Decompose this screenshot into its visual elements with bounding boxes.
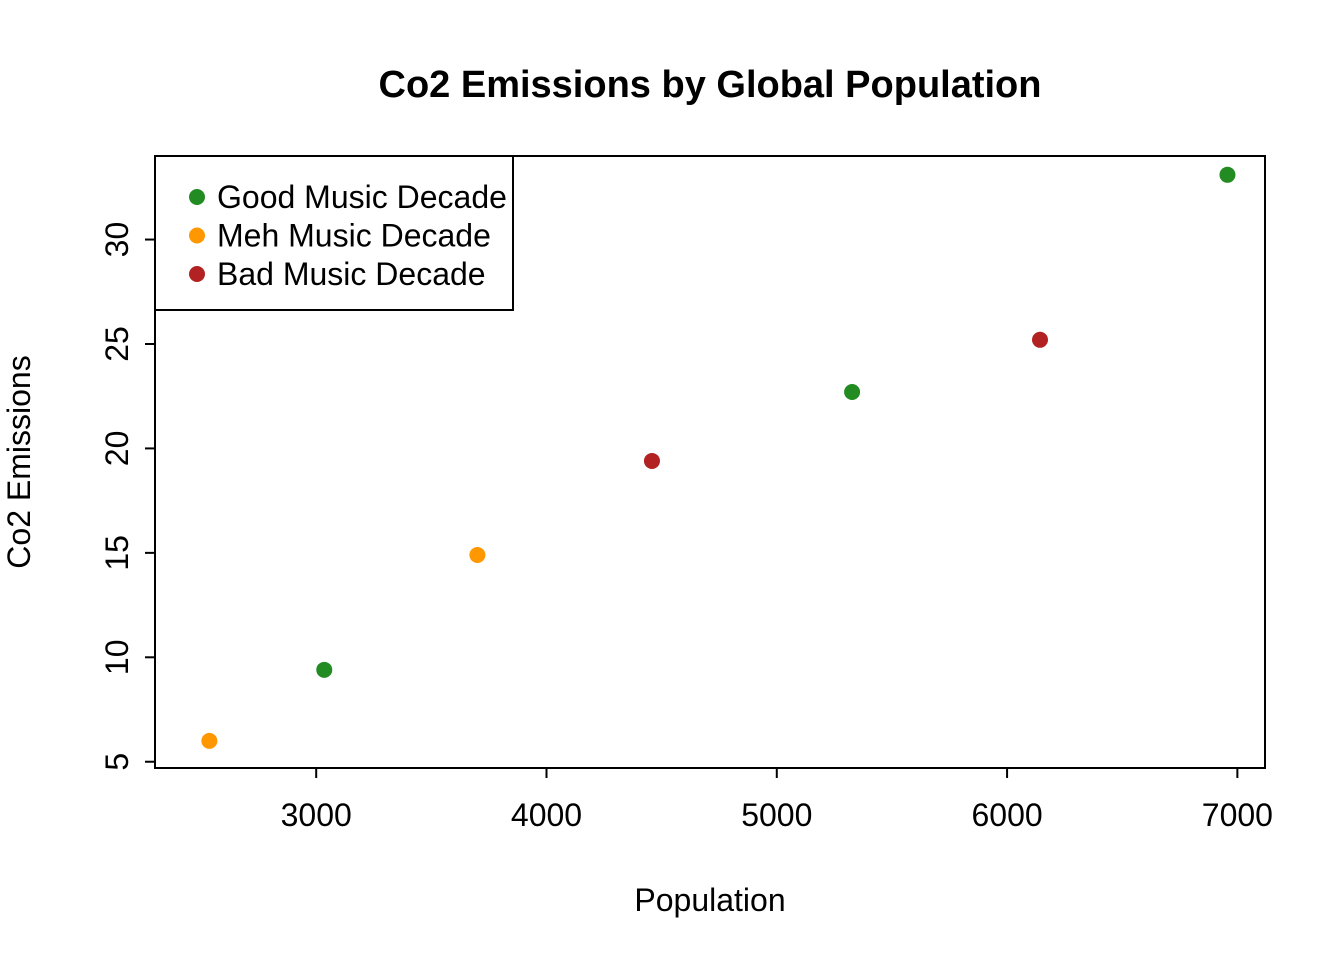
legend-label: Good Music Decade: [217, 179, 507, 215]
scatter-point: [643, 452, 660, 469]
legend-swatch: [189, 189, 205, 205]
scatter-point: [1032, 331, 1049, 348]
y-tick-label: 15: [99, 535, 135, 571]
scatter-point: [201, 732, 218, 749]
legend-swatch: [189, 227, 205, 244]
chart-title: Co2 Emissions by Global Population: [379, 64, 1042, 106]
x-tick-label: 4000: [511, 797, 582, 833]
legend-box: [154, 155, 514, 311]
scatter-point: [1219, 166, 1236, 183]
legend-label: Meh Music Decade: [217, 218, 491, 254]
data-points: [201, 166, 1236, 749]
legend-label: Bad Music Decade: [217, 256, 486, 292]
y-tick-label: 30: [99, 222, 135, 258]
y-tick-label: 25: [99, 326, 135, 362]
y-axis-label: Co2 Emissions: [1, 355, 37, 568]
y-tick-label: 20: [99, 431, 135, 467]
plot-border: [154, 155, 1266, 769]
x-axis-ticks: 3000 4000 5000 6000 7000: [281, 768, 1273, 833]
y-tick-label: 5: [99, 753, 135, 771]
y-axis-ticks: 5 10 15 20 25 30: [99, 222, 155, 771]
scatter-point: [844, 384, 861, 401]
legend-swatch: [189, 266, 205, 282]
scatter-point: [469, 546, 486, 563]
y-tick-label: 10: [99, 640, 135, 676]
x-tick-label: 6000: [971, 797, 1042, 833]
x-tick-label: 5000: [741, 797, 812, 833]
x-axis-label: Population: [634, 882, 785, 918]
x-tick-label: 7000: [1202, 797, 1273, 833]
scatter-point: [316, 661, 333, 678]
x-tick-label: 3000: [281, 797, 352, 833]
